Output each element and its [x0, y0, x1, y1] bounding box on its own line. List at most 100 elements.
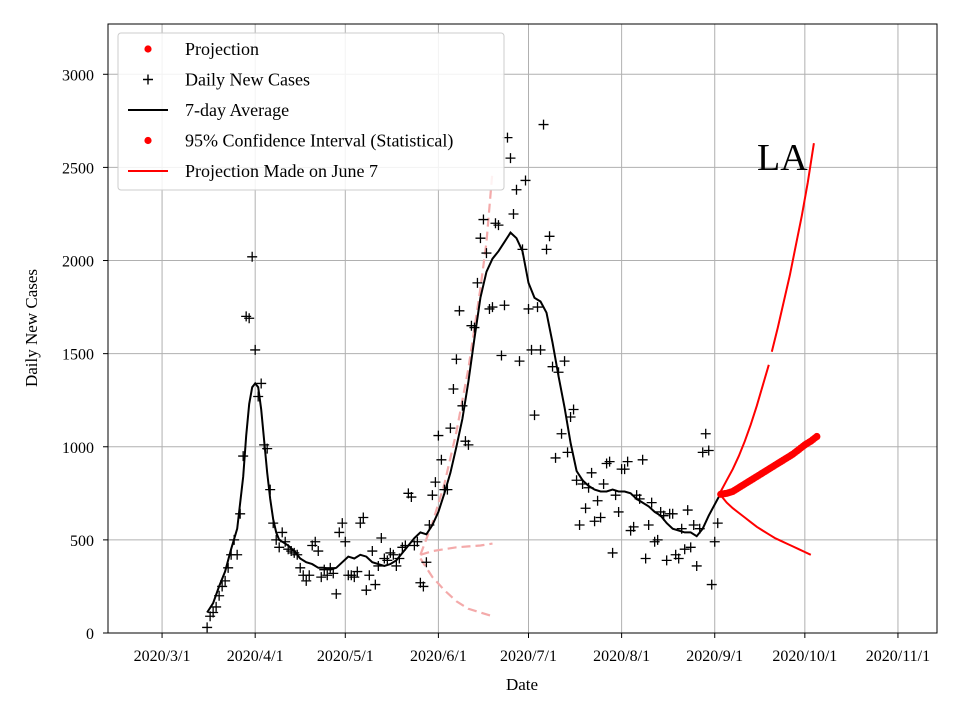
ci-upper-line — [719, 364, 770, 492]
legend-label: Projection Made on June 7 — [185, 161, 378, 181]
daily-case-point — [589, 516, 600, 527]
daily-case-point — [436, 454, 447, 465]
daily-case-point — [421, 557, 432, 568]
daily-case-point — [304, 570, 315, 581]
daily-case-point — [274, 542, 285, 553]
daily-case-point — [331, 588, 342, 599]
daily-case-point — [592, 495, 603, 506]
june7-dashed-line — [420, 542, 493, 556]
daily-case-point — [706, 579, 717, 590]
y-tick-label: 3000 — [62, 67, 94, 84]
daily-case-point — [202, 622, 213, 633]
daily-case-point — [256, 378, 267, 389]
daily-case-point — [337, 518, 348, 529]
daily-case-point — [685, 542, 696, 553]
daily-case-point — [679, 544, 690, 555]
daily-cases-series — [202, 119, 723, 633]
daily-case-point — [712, 518, 723, 529]
daily-case-point — [691, 560, 702, 571]
daily-case-point — [703, 445, 714, 456]
legend-plus-marker — [143, 74, 153, 85]
daily-case-point — [361, 585, 372, 596]
legend-entry: Daily New Cases — [143, 70, 310, 90]
june7-dashed-line — [419, 171, 494, 556]
confidence-interval-series — [719, 143, 815, 556]
daily-case-point — [550, 452, 561, 463]
daily-case-point — [541, 244, 552, 255]
daily-case-point — [376, 533, 387, 544]
daily-case-point — [475, 233, 486, 244]
y-axis-label: Daily New Cases — [22, 269, 41, 387]
daily-case-point — [367, 546, 378, 557]
daily-case-point — [514, 356, 525, 367]
daily-case-point — [562, 447, 573, 458]
daily-case-point — [247, 251, 258, 262]
daily-case-point — [208, 607, 219, 618]
daily-case-point — [481, 248, 492, 259]
daily-case-point — [628, 521, 639, 532]
daily-case-point — [682, 505, 693, 516]
daily-case-point — [520, 175, 531, 186]
daily-case-point — [295, 562, 306, 573]
legend-dot-marker — [144, 45, 152, 53]
daily-case-point — [613, 506, 624, 517]
daily-case-point — [370, 579, 381, 590]
daily-case-point — [532, 302, 543, 313]
seven-day-average-line — [206, 231, 722, 614]
daily-case-point — [328, 568, 339, 579]
daily-case-point — [673, 553, 684, 564]
x-tick-label: 2020/7/1 — [500, 648, 557, 665]
daily-case-point — [535, 344, 546, 355]
plot-frame — [107, 23, 938, 634]
daily-case-point — [250, 344, 261, 355]
ci-upper-line — [770, 143, 815, 353]
june7-dashed-line — [419, 557, 493, 618]
projection-series — [717, 432, 821, 498]
x-tick-label: 2020/4/1 — [227, 648, 284, 665]
daily-case-point — [433, 430, 444, 441]
daily-case-point — [523, 303, 534, 314]
daily-case-point — [418, 581, 429, 592]
y-tick-label: 2500 — [62, 160, 94, 177]
june7-projection-lines — [419, 171, 494, 618]
projection-point — [813, 432, 821, 441]
daily-case-point — [430, 477, 441, 488]
daily-case-point — [568, 404, 579, 415]
daily-case-point — [352, 566, 363, 577]
legend-entry: 95% Confidence Interval (Statistical) — [144, 131, 453, 152]
legend-label: 95% Confidence Interval (Statistical) — [185, 131, 453, 152]
daily-case-point — [469, 322, 480, 333]
daily-case-point — [451, 354, 462, 365]
daily-case-point — [472, 277, 483, 288]
x-tick-label: 2020/6/1 — [410, 648, 467, 665]
legend-dot-marker — [144, 136, 152, 145]
daily-case-point — [232, 549, 243, 560]
daily-case-point — [643, 519, 654, 530]
daily-case-point — [493, 220, 504, 231]
x-tick-label: 2020/3/1 — [134, 648, 191, 665]
daily-case-point — [640, 553, 651, 564]
daily-case-point — [499, 300, 510, 311]
daily-case-point — [364, 570, 375, 581]
daily-case-point — [580, 503, 591, 514]
x-tick-label: 2020/8/1 — [593, 648, 650, 665]
legend-entry: Projection Made on June 7 — [128, 161, 378, 181]
daily-case-point — [277, 527, 288, 538]
daily-case-point — [412, 536, 423, 547]
daily-case-point — [700, 428, 711, 439]
daily-case-point — [595, 512, 606, 523]
daily-case-point — [622, 456, 633, 467]
y-tick-label: 0 — [86, 626, 94, 643]
daily-case-point — [223, 562, 234, 573]
daily-case-point — [487, 302, 498, 313]
axis-ticks: 2020/3/1 2020/4/1 2020/5/1 2020/6/1 2020/7/1… — [62, 67, 930, 665]
daily-case-point — [448, 384, 459, 395]
daily-case-point — [529, 410, 540, 421]
legend-box — [117, 32, 505, 191]
daily-case-point — [688, 519, 699, 530]
daily-case-point — [355, 518, 366, 529]
daily-case-point — [406, 492, 417, 503]
daily-case-point — [544, 231, 555, 242]
daily-case-point — [604, 456, 615, 467]
